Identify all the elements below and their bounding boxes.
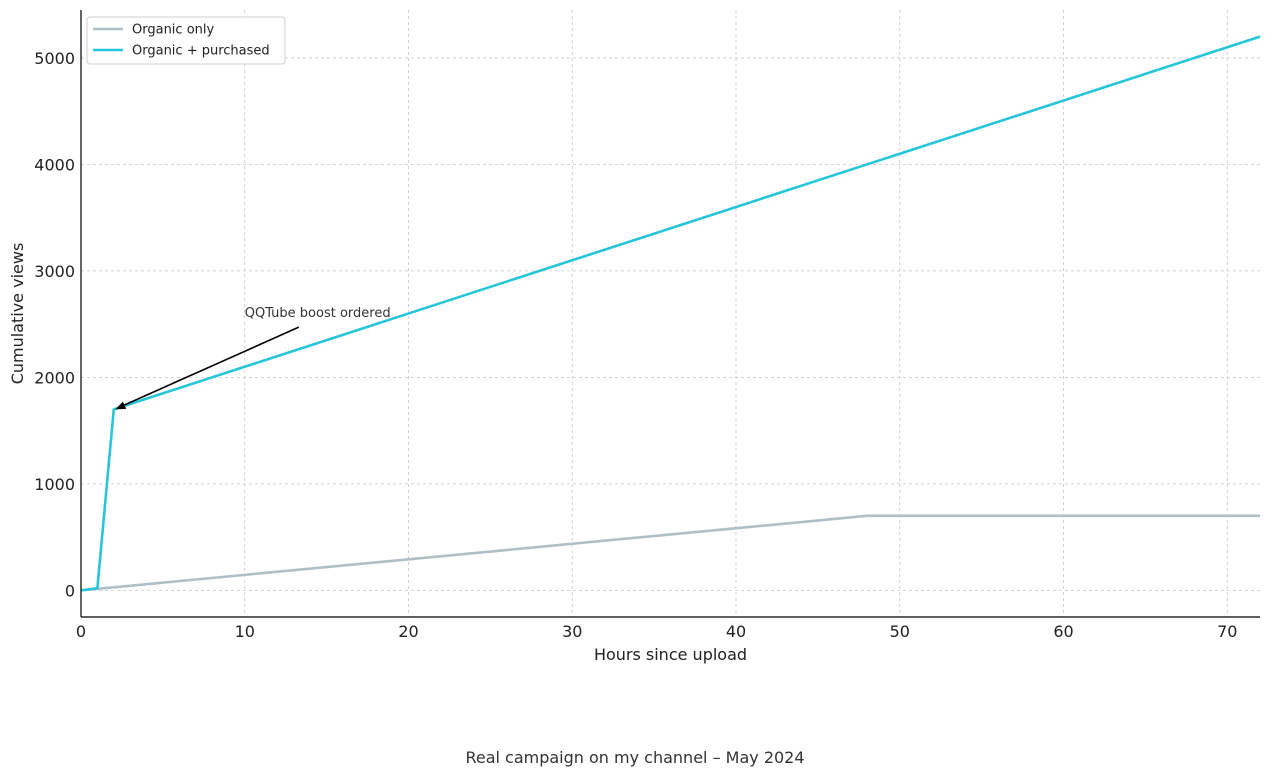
annotation-text: QQTube boost ordered — [245, 306, 391, 321]
legend-box — [86, 16, 286, 65]
y-tick-label: 0 — [65, 581, 75, 600]
x-axis-title: Hours since upload — [594, 645, 747, 664]
legend-label: Organic + purchased — [132, 44, 270, 59]
axes: 0 10 20 30 40 50 60 70 0 1000 2000 3000 4000 5000 Hour… — [8, 10, 1260, 664]
legend-label: Organic only — [132, 23, 215, 38]
chart-caption: Real campaign on my channel – May 2024 — [465, 748, 805, 767]
line-chart: 0 10 20 30 40 50 60 70 0 1000 2000 3000 4000 5000 Hour… — [8, 10, 1261, 664]
x-tick-label: 50 — [890, 622, 910, 641]
x-tick-label: 0 — [76, 622, 86, 641]
x-tick-label: 30 — [562, 622, 582, 641]
series-line-2 — [80, 35, 1261, 592]
y-tick-label: 1000 — [34, 475, 75, 494]
x-tick-label: 60 — [1053, 622, 1073, 641]
y-tick-label: 2000 — [34, 368, 75, 387]
y-tick-label: 4000 — [34, 155, 75, 174]
x-tick-label: 20 — [398, 622, 418, 641]
annotations: QQTube boost ordered — [115, 306, 391, 410]
series-lines — [80, 35, 1261, 592]
y-axis-title: Cumulative views — [8, 243, 27, 385]
annotation-arrow-shaft — [121, 326, 300, 408]
series-line-1 — [80, 514, 1260, 592]
legend: Organic only Organic + purchased — [86, 16, 286, 65]
x-tick-label: 10 — [235, 622, 255, 641]
x-tick-label: 40 — [726, 622, 746, 641]
annotation-arrow-head — [115, 401, 127, 410]
y-tick-label: 5000 — [34, 49, 75, 68]
x-tick-label: 70 — [1217, 622, 1237, 641]
y-tick-label: 3000 — [34, 262, 75, 281]
